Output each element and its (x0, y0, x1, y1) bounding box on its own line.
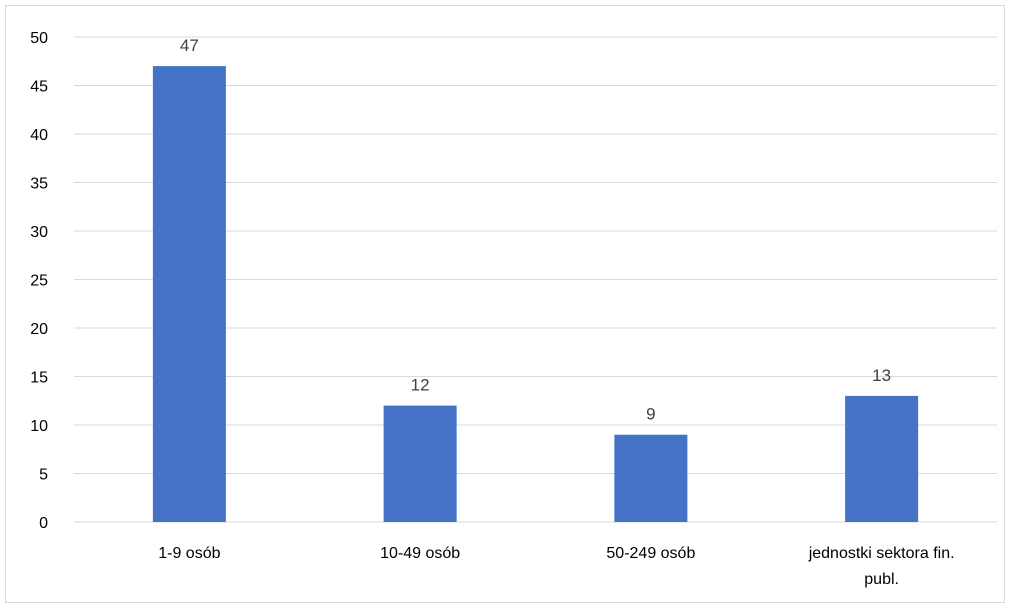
category-label-0: 1-9 osób (158, 545, 220, 562)
y-tick-label-40: 40 (30, 127, 48, 144)
bar-2 (614, 434, 688, 522)
y-tick-label-45: 45 (30, 79, 48, 96)
y-tick-label-15: 15 (30, 370, 48, 387)
bar-0 (152, 66, 226, 522)
y-tick-label-35: 35 (30, 176, 48, 193)
y-tick-label-0: 0 (39, 515, 48, 532)
x-axis-category-labels: 1-9 osób 10-49 osób 50-249 osób jednostki s… (158, 545, 954, 588)
y-tick-label-50: 50 (30, 30, 48, 47)
y-tick-label-30: 30 (30, 224, 48, 241)
data-label-3: 13 (872, 366, 891, 385)
y-tick-label-10: 10 (30, 418, 48, 435)
data-label-1: 12 (411, 376, 430, 395)
gridlines (74, 36, 997, 523)
category-label-1: 10-49 osób (380, 545, 460, 562)
bar-3 (845, 395, 919, 522)
y-axis-tick-labels: 0 5 10 15 20 25 30 35 40 45 50 (30, 30, 48, 532)
y-tick-label-5: 5 (39, 467, 48, 484)
bars (152, 66, 919, 522)
category-label-3: jednostki sektora fin. publ. (808, 545, 955, 588)
data-labels: 47 12 9 13 (180, 36, 891, 424)
bar-1 (383, 405, 457, 522)
data-label-2: 9 (646, 405, 655, 424)
y-tick-label-20: 20 (30, 321, 48, 338)
y-tick-label-25: 25 (30, 273, 48, 290)
category-label-2: 50-249 osób (606, 545, 695, 562)
data-label-0: 47 (180, 36, 199, 55)
